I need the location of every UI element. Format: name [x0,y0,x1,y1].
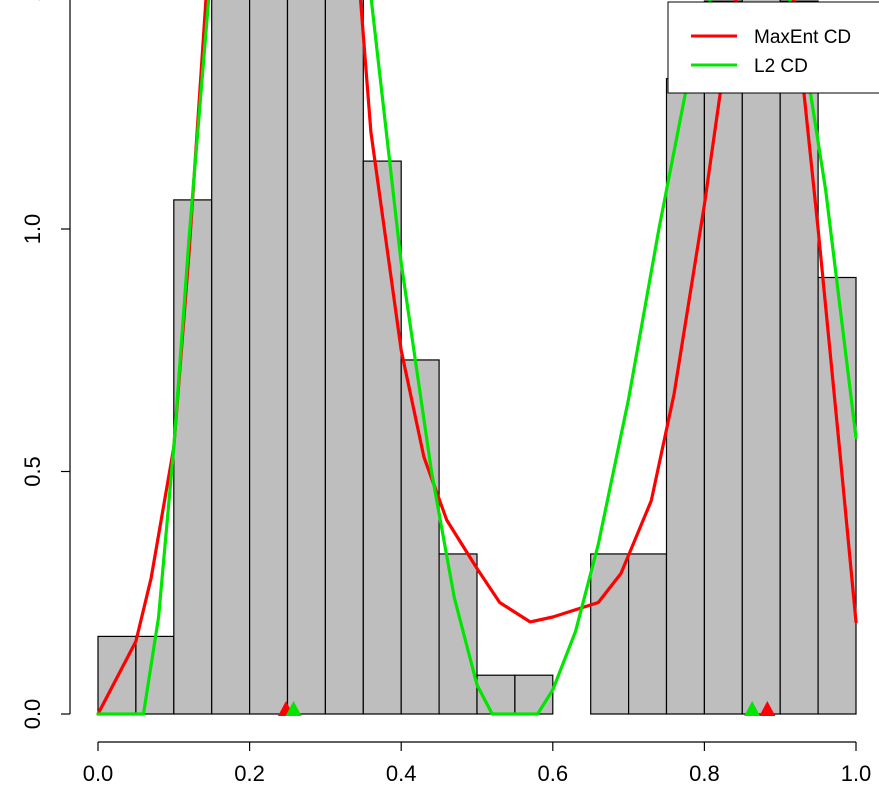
x-tick-label: 1.0 [841,761,872,786]
x-tick-label: 0.4 [386,761,417,786]
histogram-bar [286,0,327,715]
x-tick-label: 0.0 [83,761,114,786]
histogram-bar [703,0,743,715]
histogram-bar [590,553,630,715]
mode-marker [759,701,776,716]
legend-box [667,1,879,94]
histogram-bar [362,160,402,715]
histogram-bar [817,276,857,715]
x-tick-label: 0.6 [538,761,569,786]
maxent-cd-curve [96,0,858,716]
l2-cd-curve [96,0,858,716]
legend-label-maxent: MaxEnt CD [754,27,851,48]
histogram-bar [211,0,251,715]
y-tick-label: 0.5 [20,456,45,487]
y-axis: 0.00.51.01.52.02.5 [20,0,71,730]
legend: MaxEnt CD L2 CD [667,1,879,94]
histogram-bar [514,674,554,715]
histogram-bar [249,0,289,715]
x-tick-label: 0.8 [689,761,720,786]
mode-markers [277,701,776,716]
x-tick-label: 0.2 [234,761,265,786]
y-tick-label: 0.0 [20,699,45,730]
mode-marker [744,701,761,716]
histogram-bar [627,553,668,715]
histogram-bar [173,199,213,715]
histogram-bar [741,0,781,715]
histogram-bar [779,0,819,715]
x-axis: 0.0 0.2 0.4 0.6 0.8 1.0 [83,741,872,786]
histogram-bar [400,359,440,715]
histogram-bar [324,0,364,715]
histogram-bar [438,553,478,715]
y-tick-label: 1.5 [20,0,45,2]
density-curves [96,0,858,716]
legend-label-l2: L2 CD [754,56,808,77]
y-tick-label: 1.0 [20,214,45,245]
mode-marker [285,701,302,716]
histogram-bars [97,0,857,715]
